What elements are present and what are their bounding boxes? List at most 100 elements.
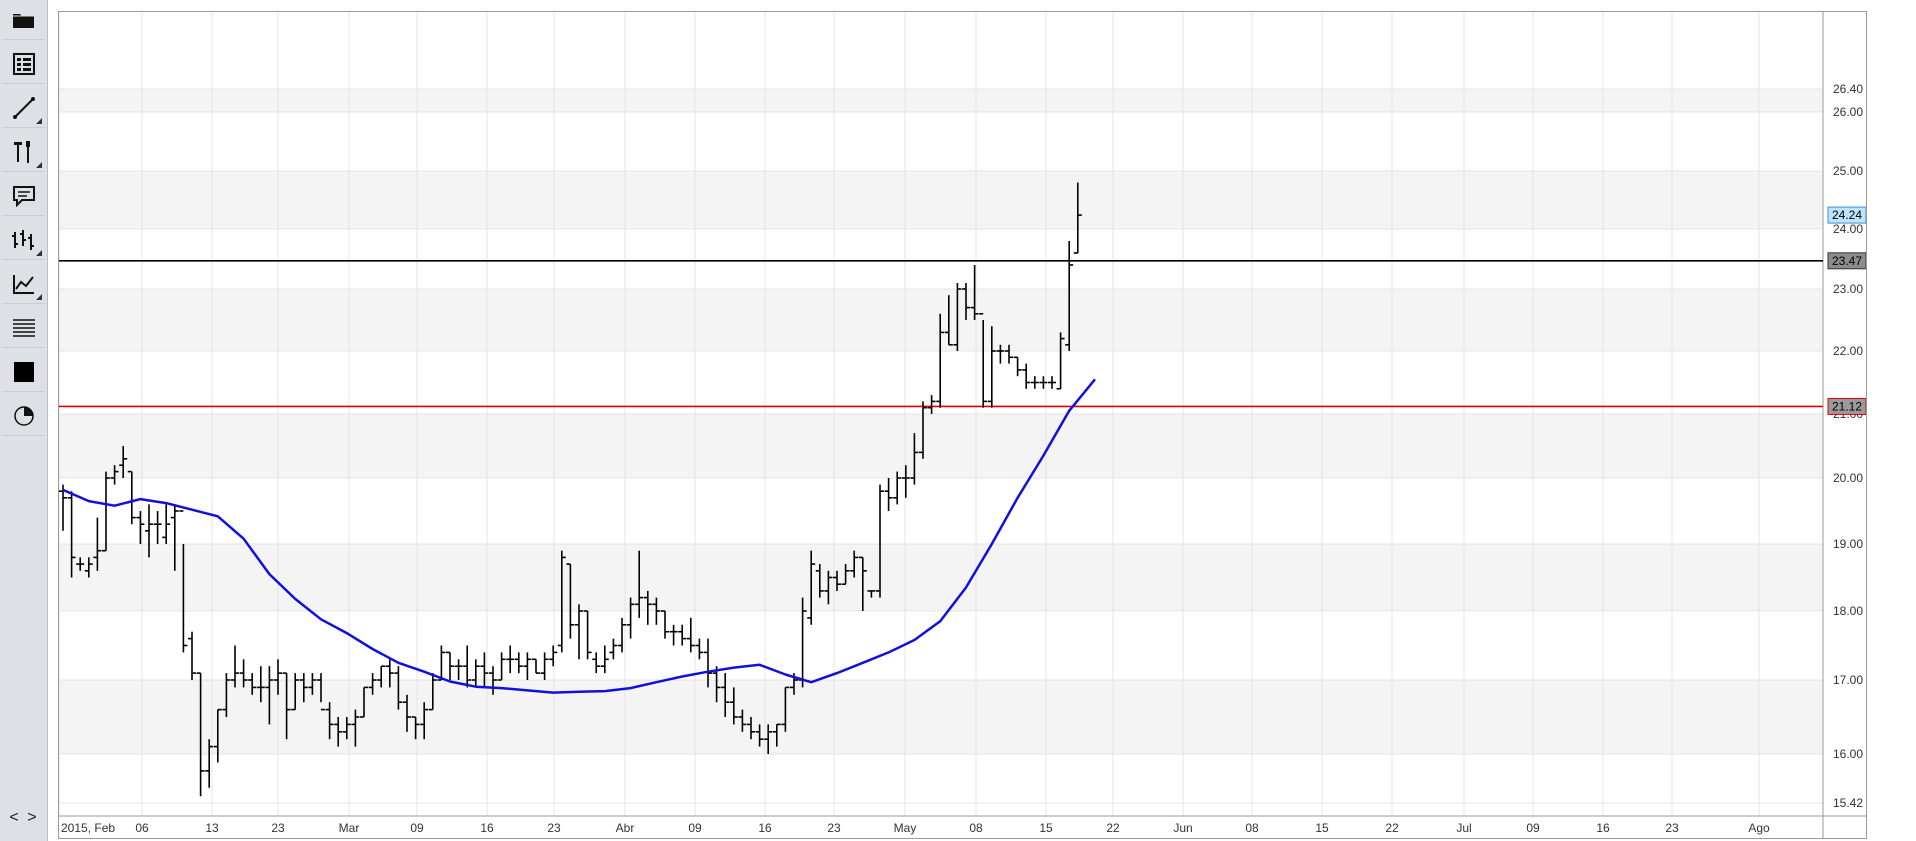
ohlc-bar (308, 673, 317, 695)
y-tick-label: 26.00 (1833, 105, 1863, 119)
y-tick-label: 26.40 (1833, 82, 1863, 96)
line-draw-icon[interactable] (2, 88, 45, 128)
ohlc-bar (583, 610, 592, 660)
tools-icon[interactable] (2, 132, 45, 172)
ohlc-bar (368, 673, 377, 695)
ohlc-bar (1039, 376, 1048, 389)
ohlc-bar (497, 652, 506, 681)
ohlc-bar (446, 651, 454, 680)
pie-icon[interactable] (2, 396, 45, 436)
y-tick-label: 24.00 (1833, 222, 1863, 236)
chart-area[interactable]: 15.4216.0017.0018.0019.0020.0021.0022.00… (58, 11, 1867, 839)
x-tick-label: 08 (969, 821, 983, 835)
x-tick-label: 08 (1245, 821, 1259, 835)
ohlc-bar (876, 484, 884, 598)
x-tick-label: 09 (410, 821, 424, 835)
folder-icon[interactable] (2, 0, 45, 40)
ohlc-bar (635, 550, 644, 618)
ohlc-bar (454, 659, 463, 680)
ohlc-bar (239, 659, 248, 688)
ohlc-bar (110, 465, 119, 485)
y-tick-label: 19.00 (1833, 537, 1863, 551)
toolbar: < > (0, 0, 48, 841)
ohlc-bar (222, 673, 231, 717)
data-table-icon[interactable] (2, 44, 45, 84)
ohlc-bar (162, 504, 171, 544)
ohlc-bar (833, 570, 841, 591)
y-tick-label: 20.00 (1833, 471, 1863, 485)
price-chart[interactable]: 15.4216.0017.0018.0019.0020.0021.0022.00… (59, 12, 1866, 838)
ohlc-bar (136, 511, 145, 544)
ohlc-bar (196, 672, 205, 797)
scroll-nav-arrows[interactable]: < > (9, 809, 39, 826)
ohlc-bar (962, 283, 970, 320)
price-tag-box (1827, 252, 1866, 270)
ohlc-bar (643, 590, 652, 625)
y-tick-label: 23.00 (1833, 282, 1863, 296)
comment-icon[interactable] (2, 176, 45, 216)
ohlc-bar (102, 471, 110, 552)
x-tick-label: 22 (1385, 821, 1399, 835)
ohlc-bar (764, 724, 773, 754)
ohlc-bar (704, 638, 712, 688)
ohlc-bar (523, 652, 532, 680)
ohlc-bar (1013, 356, 1022, 377)
ohlc-bar (428, 673, 437, 711)
ohlc-bar (188, 631, 196, 680)
ohlc-bar (893, 471, 902, 505)
x-tick-label: Ago (1748, 821, 1770, 835)
ohlc-bar (248, 673, 257, 695)
ohlc-bar (884, 478, 893, 511)
ohlc-bar (807, 550, 816, 625)
grid-lines-icon[interactable] (2, 308, 45, 348)
ohlc-bar (841, 564, 850, 586)
x-tick-label: 2015, Feb (61, 821, 115, 835)
ohlc-bar (119, 446, 128, 478)
x-tick-label: 09 (1526, 821, 1540, 835)
ohlc-bar (1022, 363, 1031, 389)
ohlc-bar (274, 659, 282, 695)
indicator-icon[interactable] (2, 264, 45, 304)
x-tick-label: 23 (547, 821, 561, 835)
ohlc-bar (394, 666, 403, 710)
ohlc-bar (360, 686, 368, 718)
ohlc-bar (1030, 376, 1039, 389)
ohlc-bar (678, 624, 687, 646)
ohlc-bar (936, 313, 945, 408)
ohlc-bar (385, 659, 394, 688)
price-tag-label: 23.47 (1832, 254, 1862, 268)
ohlc-bar (557, 550, 566, 653)
ohlc-bar (1048, 376, 1056, 389)
ohlc-bar (76, 557, 85, 571)
x-tick-label: 16 (758, 821, 772, 835)
ohlc-bar (93, 517, 102, 571)
ohlc-bar (532, 658, 540, 674)
ohlc-bar (575, 604, 583, 660)
ohlc-bar (618, 617, 626, 653)
ohlc-bar (170, 504, 179, 571)
color-square-icon[interactable] (2, 352, 45, 392)
ohlc-bar (420, 702, 429, 740)
ohlc-bar (824, 570, 833, 605)
ohlc-bar (411, 716, 420, 740)
x-tick-label: 16 (1596, 821, 1610, 835)
ohlc-bar (729, 687, 738, 725)
ohlc-bar (471, 659, 480, 688)
ohlc-bar (850, 550, 859, 578)
ohlc-bar (626, 597, 635, 639)
y-tick-label: 16.00 (1833, 747, 1863, 761)
y-band (59, 544, 1823, 611)
price-tag-box (1827, 206, 1866, 224)
ohlc-bar (669, 624, 678, 646)
ohlc-bar (738, 709, 747, 732)
y-tick-label: 17.00 (1833, 673, 1863, 687)
ohlc-bar (231, 645, 239, 688)
ohlc-bar (506, 645, 515, 674)
ohlc-bar (291, 673, 300, 711)
price-tag-label: 24.24 (1832, 208, 1862, 222)
ohlc-bar (127, 470, 136, 525)
bar-style-icon[interactable] (2, 220, 45, 260)
ohlc-bar (1065, 241, 1074, 351)
x-tick-label: 23 (827, 821, 841, 835)
x-tick-label: 23 (271, 821, 285, 835)
